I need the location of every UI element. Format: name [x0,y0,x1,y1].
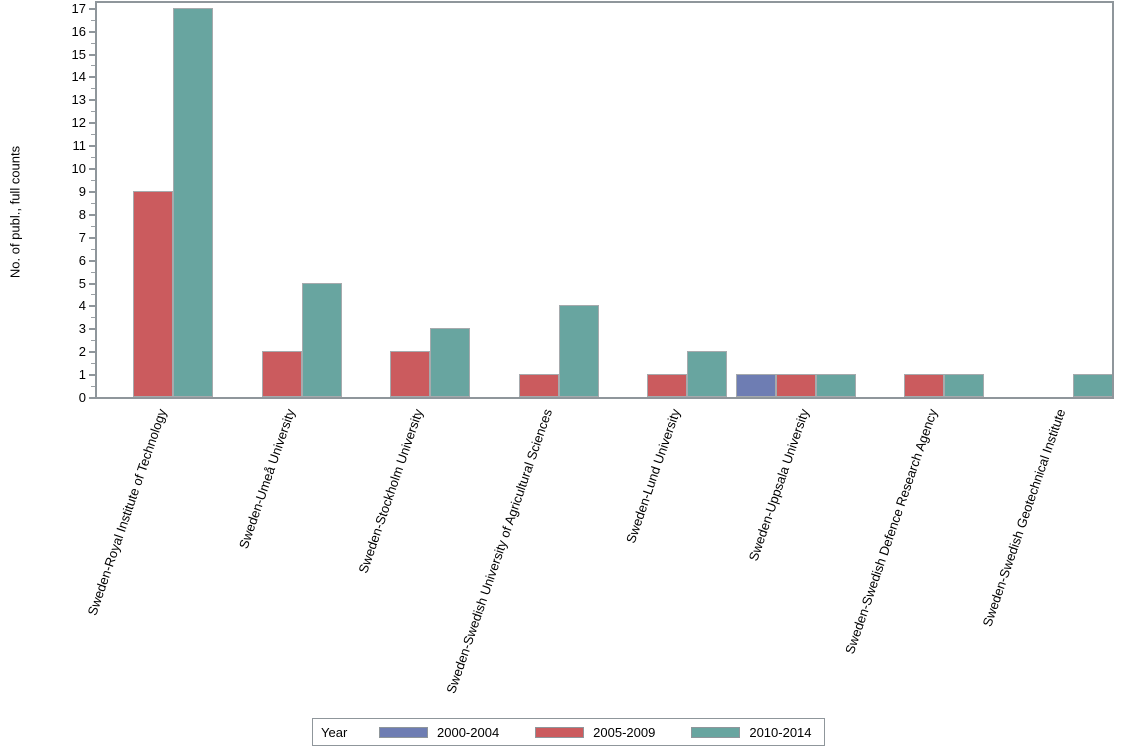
y-tick-label: 15 [71,46,86,62]
x-category-label: Sweden-Swedish Geotechnical Institute [979,407,1069,629]
legend-label: 2010-2014 [749,724,812,740]
y-tick-label: 8 [78,206,86,222]
bar [301,282,342,397]
bar [261,351,302,397]
y-tick-label: 17 [71,0,86,16]
y-tick-label: 7 [78,229,86,245]
legend-item: 2000-2004 [379,725,499,740]
legend-item: 2005-2009 [535,725,655,740]
bar [775,374,816,397]
x-category-label: Sweden-Uppsala University [745,407,812,563]
y-tick-label: 1 [78,367,86,383]
y-tick-label: 2 [78,344,86,360]
legend-label: 2000-2004 [437,724,500,740]
x-category-label: Sweden-Swedish University of Agricultura… [442,407,555,696]
y-tick-label: 16 [71,23,86,39]
y-tick-label: 9 [78,183,86,199]
y-axis-title: No. of publ., full counts [7,145,23,279]
legend: Year 2000-2004 2005-2009 2010-2014 [312,718,825,746]
y-tick-label: 0 [78,390,86,405]
y-tick-label: 3 [78,321,86,337]
bar [944,374,984,397]
legend-item: 2010-2014 [691,724,812,740]
x-category-label: Sweden-Umeå University [235,407,298,551]
bar [687,351,727,397]
y-tick-label: 12 [71,115,86,131]
legend-swatch [535,726,585,738]
y-tick-label: 11 [72,138,87,154]
x-category-label: Sweden-Lund University [623,407,684,546]
y-tick-label: 10 [71,161,86,176]
y-tick-label: 13 [71,92,86,108]
bar [1072,374,1112,397]
bar [904,374,944,397]
y-tick-label: 6 [78,252,86,268]
legend-swatch [691,726,741,738]
bar [430,328,470,397]
bar [173,7,213,397]
y-tick-label: 5 [78,275,86,291]
bar [390,351,430,397]
legend-title: Year [321,724,348,740]
bar [647,374,687,397]
x-category-label: Sweden-Swedish Defence Research Agency [842,407,941,656]
bar [735,374,776,397]
bar [133,190,173,397]
x-category-label: Sweden-Stockholm University [355,407,427,576]
legend-swatch [379,726,428,738]
y-tick-label: 14 [71,69,86,85]
bar [518,374,559,397]
legend-label: 2005-2009 [593,724,656,740]
plot-area [95,1,1114,399]
x-category-label: Sweden-Royal Institute of Technology [84,407,170,618]
bar [558,305,599,397]
bar [815,374,856,397]
y-tick-label: 4 [78,298,86,314]
